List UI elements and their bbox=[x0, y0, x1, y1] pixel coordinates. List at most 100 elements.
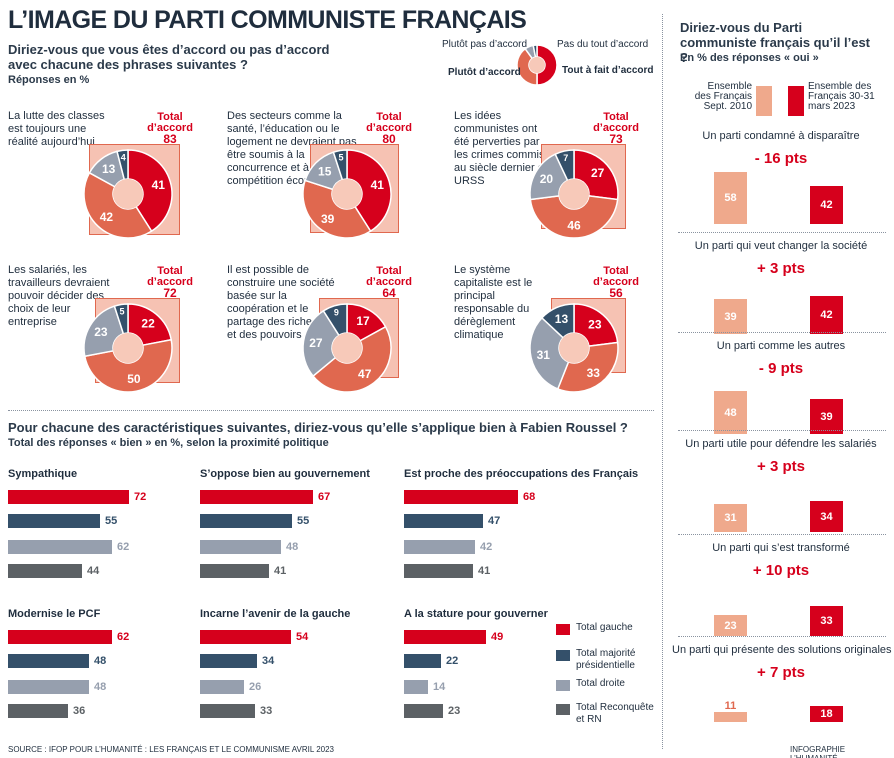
bar bbox=[404, 654, 441, 668]
pie-value-label: 41 bbox=[152, 178, 166, 192]
legend-label: Total gauche bbox=[576, 622, 633, 633]
comparison-separator bbox=[678, 430, 886, 431]
bar-value-label: 72 bbox=[134, 491, 147, 503]
bars-unit: Total des réponses « bien » en %, selon … bbox=[8, 437, 329, 449]
bar bbox=[200, 630, 291, 644]
pie-center bbox=[559, 333, 589, 363]
bar-row: 26 bbox=[200, 680, 400, 694]
pie-block: Les salariés, les travailleurs devraient… bbox=[8, 264, 228, 404]
bar-row: 41 bbox=[404, 564, 604, 578]
bar-group: Sympathique 72 55 62 44 bbox=[8, 468, 238, 593]
comparison-question: Un parti comme les autres bbox=[716, 340, 846, 352]
legend-2023-label: Ensemble des Français 30-31 mars 2023 bbox=[808, 81, 875, 112]
pie-value-label: 23 bbox=[588, 317, 602, 331]
bar-row: 34 bbox=[200, 654, 400, 668]
bar-row: 44 bbox=[8, 564, 208, 578]
comparison-separator bbox=[678, 636, 886, 637]
right-unit: En % des réponses « oui » bbox=[680, 52, 819, 64]
bar-group-title: Est proche des préoccupations des França… bbox=[404, 468, 639, 480]
bar bbox=[8, 564, 82, 578]
pie-value-label: 7 bbox=[563, 153, 568, 163]
bar bbox=[404, 630, 486, 644]
comparison-value: 39 bbox=[724, 310, 737, 323]
bar-row: 55 bbox=[8, 514, 208, 528]
pies-question: Diriez-vous que vous êtes d’accord ou pa… bbox=[8, 42, 330, 72]
comparison-value: 31 bbox=[724, 512, 737, 524]
comparison-separator bbox=[678, 332, 886, 333]
pie-chart: 22 50 23 5 bbox=[83, 303, 173, 393]
comparison-question: Un parti qui s’est transformé bbox=[712, 542, 850, 554]
vertical-separator bbox=[662, 14, 663, 749]
comparison-value: 11 bbox=[724, 700, 737, 712]
pie-center bbox=[559, 179, 589, 209]
total-accord: Total d’accord 80 bbox=[359, 112, 419, 146]
comparison-separator bbox=[678, 534, 886, 535]
comparison-diff: + 7 pts bbox=[757, 664, 805, 681]
pie-chart: 17 47 27 9 bbox=[302, 303, 392, 393]
bar bbox=[404, 564, 473, 578]
pie-statement: Les salariés, les travailleurs devraient… bbox=[8, 264, 110, 328]
bar bbox=[8, 540, 112, 554]
legend-label: Total droite bbox=[576, 678, 625, 689]
bar-row: 22 bbox=[404, 654, 604, 668]
pie-value-label: 27 bbox=[591, 166, 605, 180]
comparison-value: 33 bbox=[820, 615, 833, 627]
pie-value-label: 41 bbox=[371, 178, 385, 192]
bar-row: 14 bbox=[404, 680, 604, 694]
legend-swatch bbox=[556, 704, 570, 715]
comparison-value: 39 bbox=[820, 410, 833, 423]
legend-2010-swatch bbox=[756, 86, 772, 116]
bar-value-label: 54 bbox=[296, 631, 309, 643]
pie-value-label: 5 bbox=[339, 152, 344, 162]
comparison-question: Un parti qui présente des solutions orig… bbox=[672, 644, 892, 656]
bar bbox=[200, 680, 244, 694]
comparison-row: Un parti qui présente des solutions orig… bbox=[672, 644, 892, 722]
legend-pie bbox=[516, 44, 558, 86]
pie-value-label: 31 bbox=[537, 348, 551, 362]
bar bbox=[8, 490, 129, 504]
comparison-bar: 34 bbox=[810, 501, 843, 532]
comparison-row: Un parti qui veut changer la société + 3 … bbox=[672, 240, 890, 334]
pie-statement: Le système capitaliste est le principal … bbox=[454, 264, 533, 341]
bar-row: 68 bbox=[404, 490, 604, 504]
legend-swatch bbox=[556, 650, 570, 661]
comparison-row: Un parti condamné à disparaître - 16 pts 5… bbox=[672, 130, 890, 224]
bar-row: 41 bbox=[200, 564, 400, 578]
legend-label: Total Reconquête et RN bbox=[576, 702, 654, 725]
pie-block: Les idées communistes ont été perverties… bbox=[454, 110, 674, 250]
pie-statement: La lutte des classes est toujours une ré… bbox=[8, 110, 105, 148]
legend-swatch bbox=[556, 680, 570, 691]
comparison-bar: 23 bbox=[714, 615, 747, 636]
total-accord-label: Total d’accord bbox=[147, 111, 193, 134]
bar-row: 23 bbox=[404, 704, 604, 718]
comparison-diff: + 10 pts bbox=[752, 562, 810, 579]
comparison-bar: 48 bbox=[714, 391, 747, 434]
legend-2010-label: Ensemble des Français Sept. 2010 bbox=[694, 81, 752, 112]
bar-row: 55 bbox=[200, 514, 400, 528]
pie-block: La lutte des classes est toujours une ré… bbox=[8, 110, 228, 250]
comparison-bar: 33 bbox=[810, 606, 843, 636]
pie-value-label: 22 bbox=[141, 317, 155, 331]
pie-center bbox=[113, 179, 143, 209]
comparison-value: 58 bbox=[724, 192, 737, 204]
bar bbox=[404, 514, 483, 528]
pie-value-label: 39 bbox=[321, 212, 335, 226]
bar bbox=[404, 680, 428, 694]
pies-unit: Réponses en % bbox=[8, 74, 90, 86]
pie-value-label: 46 bbox=[567, 219, 581, 233]
source-note: SOURCE : IFOP POUR L’HUMANITÉ : LES FRAN… bbox=[8, 745, 335, 754]
bar bbox=[404, 540, 475, 554]
bar-value-label: 47 bbox=[488, 515, 501, 527]
bar-group: Incarne l’avenir de la gauche 54 34 26 33 bbox=[200, 608, 430, 733]
comparison-row: Un parti qui s’est transformé + 10 pts 23 3… bbox=[672, 542, 890, 636]
credit-note: INFOGRAPHIE L’HUMANITÉ bbox=[790, 745, 846, 758]
bar-value-label: 62 bbox=[117, 541, 130, 553]
bar-value-label: 44 bbox=[87, 565, 100, 577]
comparison-question: Un parti utile pour défendre les salarié… bbox=[685, 438, 877, 450]
bar bbox=[8, 630, 112, 644]
bar-group: Modernise le PCF 62 48 48 36 bbox=[8, 608, 238, 733]
pie-value-label: 13 bbox=[555, 312, 569, 326]
pie-chart: 41 39 15 5 bbox=[302, 149, 392, 239]
bar bbox=[404, 490, 518, 504]
bar-group: Est proche des préoccupations des França… bbox=[404, 468, 638, 593]
